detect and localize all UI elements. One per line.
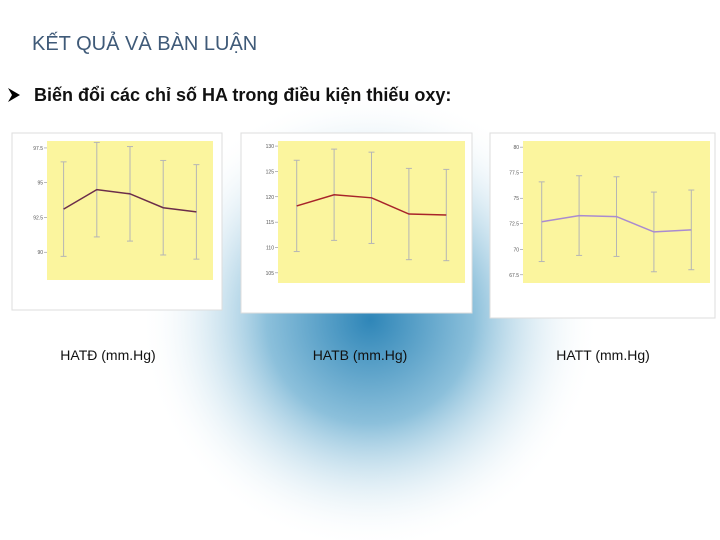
bullet-arrow xyxy=(8,88,20,102)
y-tick-label: 105 xyxy=(266,271,275,277)
y-tick-label: 97.5 xyxy=(33,146,43,152)
y-tick-label: 130 xyxy=(266,144,275,150)
panel-label: HATB (mm.Hg) xyxy=(313,347,408,363)
y-tick-label: 92.5 xyxy=(33,215,43,221)
y-tick-label: 95 xyxy=(37,181,43,187)
y-tick-label: 110 xyxy=(266,246,274,252)
series-line xyxy=(541,214,692,233)
y-tick-label: 80 xyxy=(513,145,519,151)
y-tick-label: 77.5 xyxy=(509,171,519,177)
y-tick-label: 90 xyxy=(37,250,43,256)
y-tick-label: 115 xyxy=(266,220,274,226)
series-line xyxy=(296,193,447,216)
y-tick-label: 72.5 xyxy=(509,222,519,228)
panel-label: HATĐ (mm.Hg) xyxy=(60,347,155,363)
y-tick-label: 125 xyxy=(266,169,275,175)
slide-title: KẾT QUẢ VÀ BÀN LUẬN xyxy=(32,32,257,55)
y-tick-label: 75 xyxy=(513,196,519,202)
y-tick-label: 120 xyxy=(266,195,275,201)
y-tick-label: 67.5 xyxy=(509,273,519,279)
bullet-text: Biến đổi các chỉ số HA trong điều kiện t… xyxy=(34,85,451,105)
y-tick-label: 70 xyxy=(513,247,519,253)
series-line xyxy=(63,188,197,213)
panel-label: HATT (mm.Hg) xyxy=(556,347,650,363)
